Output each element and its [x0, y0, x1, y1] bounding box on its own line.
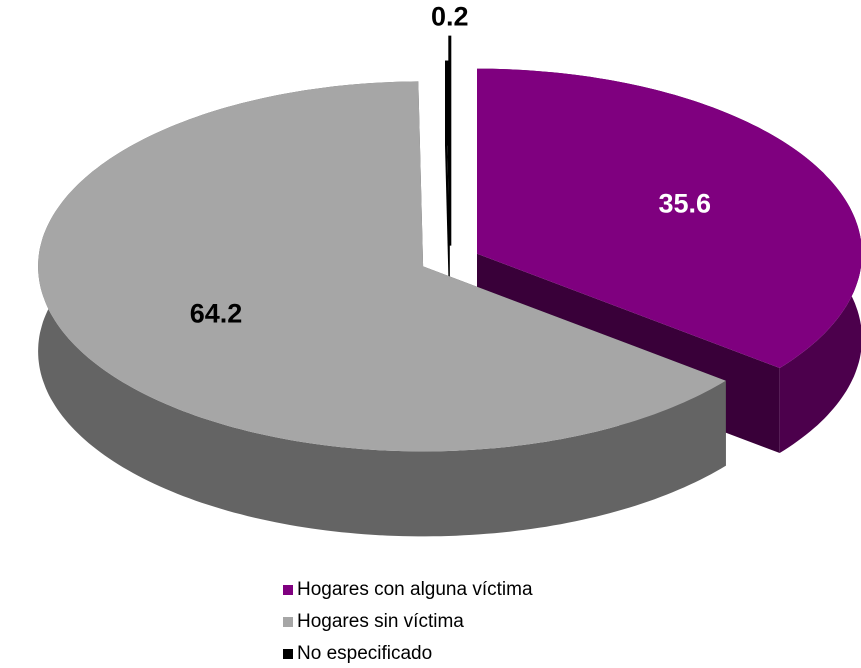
data-label: 0.2 [431, 2, 469, 32]
slice [38, 81, 726, 452]
legend-swatch [283, 585, 293, 595]
legend-swatch [283, 617, 293, 627]
data-label: 35.6 [658, 188, 711, 218]
data-label: 64.2 [190, 299, 243, 329]
slice [477, 68, 861, 368]
legend-label: Hogares sin víctima [297, 611, 464, 632]
data-labels: 35.6 64.2 0.2 [190, 2, 711, 329]
legend: Hogares con alguna víctima Hogares sin ví… [283, 579, 533, 664]
legend-label: Hogares con alguna víctima [297, 579, 533, 600]
legend-label: No especificado [297, 643, 432, 664]
legend-swatch [283, 649, 293, 659]
